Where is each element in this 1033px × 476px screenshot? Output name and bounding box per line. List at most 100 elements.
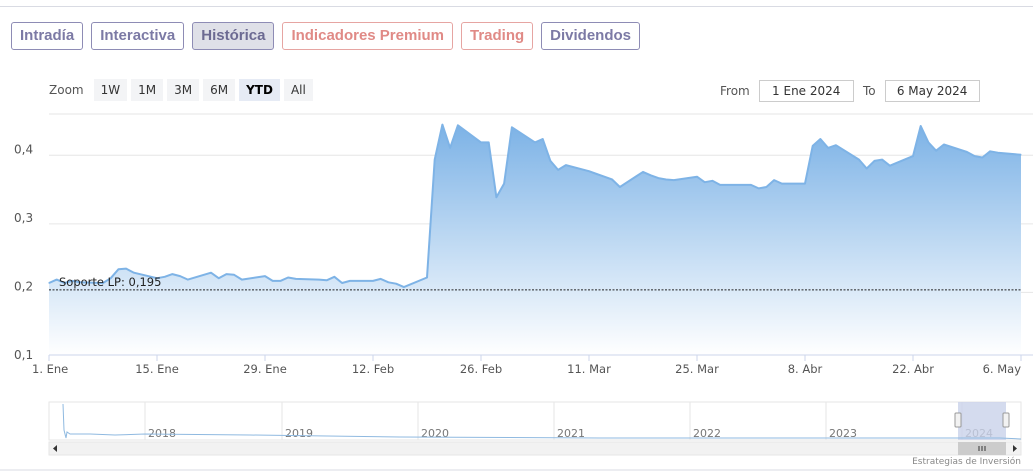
data-point bbox=[171, 273, 173, 275]
y-tick-label: 0,2 bbox=[14, 279, 33, 293]
x-tick-label: 29. Ene bbox=[243, 362, 287, 376]
data-point bbox=[781, 183, 783, 185]
data-point bbox=[272, 280, 274, 282]
x-tick-label: 26. Feb bbox=[460, 362, 502, 376]
data-point bbox=[403, 286, 405, 288]
data-point bbox=[881, 159, 883, 161]
data-point bbox=[650, 174, 652, 176]
x-tick-label: 22. Abr bbox=[892, 362, 934, 376]
zoom-ytd-button[interactable]: YTD bbox=[239, 79, 280, 101]
navigator-year-label: 2021 bbox=[557, 427, 585, 440]
data-point bbox=[488, 141, 490, 143]
data-point bbox=[935, 150, 937, 152]
navigator-right-handle bbox=[1002, 412, 1010, 428]
tab-historica[interactable]: Histórica bbox=[192, 22, 275, 50]
tab-dividendos[interactable]: Dividendos bbox=[541, 22, 641, 50]
data-point bbox=[588, 170, 590, 172]
navigator-year-label: 2019 bbox=[285, 427, 313, 440]
data-point bbox=[449, 147, 451, 149]
data-point bbox=[349, 280, 351, 282]
data-point bbox=[341, 282, 343, 284]
zoom-label: Zoom bbox=[49, 83, 84, 97]
data-point bbox=[156, 277, 158, 279]
data-point bbox=[873, 160, 876, 162]
data-point bbox=[117, 268, 119, 270]
x-tick-label: 12. Feb bbox=[352, 362, 394, 376]
data-point bbox=[48, 282, 50, 284]
x-tick-label: 1. Ene bbox=[32, 362, 68, 376]
data-point bbox=[596, 173, 598, 175]
data-point bbox=[279, 280, 281, 282]
data-point bbox=[495, 196, 497, 198]
data-point bbox=[542, 138, 544, 140]
tab-indicadores-premium[interactable]: Indicadores Premium bbox=[282, 22, 453, 50]
data-point bbox=[989, 150, 991, 152]
data-point bbox=[110, 277, 112, 279]
data-point bbox=[441, 124, 443, 126]
to-label: To bbox=[863, 84, 876, 98]
data-point bbox=[657, 177, 660, 179]
navigator-selection bbox=[958, 402, 1006, 440]
navigator-year-label: 2018 bbox=[148, 427, 176, 440]
data-point bbox=[56, 279, 58, 281]
price-area-fill bbox=[49, 124, 1021, 355]
data-point bbox=[426, 276, 428, 279]
navigator-scrollbar bbox=[48, 441, 1022, 456]
tab-trading[interactable]: Trading bbox=[461, 22, 534, 50]
y-tick-label: 0,1 bbox=[14, 348, 33, 362]
data-point bbox=[765, 186, 768, 188]
y-tick-label: 0,4 bbox=[14, 142, 33, 156]
from-date-input[interactable]: 1 Ene 2024 bbox=[758, 80, 854, 102]
data-point bbox=[773, 179, 775, 181]
data-point bbox=[380, 278, 382, 280]
data-point bbox=[889, 165, 891, 167]
data-point bbox=[981, 156, 984, 159]
x-tick-label: 25. Mar bbox=[675, 362, 719, 376]
zoom-1w-button[interactable]: 1W bbox=[93, 79, 128, 101]
data-point bbox=[611, 178, 613, 181]
zoom-1m-button[interactable]: 1M bbox=[131, 79, 164, 101]
data-point bbox=[866, 167, 868, 170]
data-point bbox=[210, 272, 212, 274]
zoom-3m-button[interactable]: 3M bbox=[167, 79, 200, 101]
data-point bbox=[395, 283, 397, 285]
data-point bbox=[1020, 154, 1022, 156]
from-label: From bbox=[720, 84, 750, 98]
data-point bbox=[858, 159, 860, 161]
data-point bbox=[696, 176, 698, 178]
data-point bbox=[164, 276, 166, 278]
data-point bbox=[665, 178, 667, 181]
to-date-input[interactable]: 6 May 2024 bbox=[884, 80, 980, 102]
x-tick-label: 8. Abr bbox=[788, 362, 823, 376]
range-to: To 6 May 2024 bbox=[863, 80, 980, 102]
data-point bbox=[704, 181, 706, 183]
data-point bbox=[711, 180, 714, 182]
tab-intradia[interactable]: Intradía bbox=[11, 22, 84, 50]
data-point bbox=[603, 176, 606, 178]
data-point bbox=[295, 278, 297, 280]
data-point bbox=[819, 138, 822, 140]
data-point bbox=[79, 281, 81, 283]
data-point bbox=[912, 155, 914, 157]
data-point bbox=[642, 171, 644, 173]
data-point bbox=[804, 183, 806, 185]
zoom-6m-button[interactable]: 6M bbox=[203, 79, 236, 101]
data-point bbox=[511, 126, 513, 128]
data-point bbox=[264, 275, 266, 277]
data-point bbox=[997, 152, 999, 154]
data-point bbox=[225, 273, 227, 275]
data-point bbox=[719, 184, 721, 186]
data-point bbox=[565, 164, 567, 166]
x-tick-label: 6. May bbox=[983, 362, 1022, 376]
data-point bbox=[758, 187, 760, 189]
data-point bbox=[812, 145, 814, 147]
zoom-all-button[interactable]: All bbox=[283, 79, 313, 101]
top-divider bbox=[0, 6, 1033, 7]
tab-interactiva[interactable]: Interactiva bbox=[91, 22, 185, 50]
scroll-right-arrow-icon bbox=[1013, 445, 1017, 452]
range-from: From 1 Ene 2024 bbox=[720, 80, 854, 102]
data-point bbox=[457, 124, 459, 126]
data-point bbox=[480, 141, 482, 143]
data-point bbox=[187, 279, 189, 281]
